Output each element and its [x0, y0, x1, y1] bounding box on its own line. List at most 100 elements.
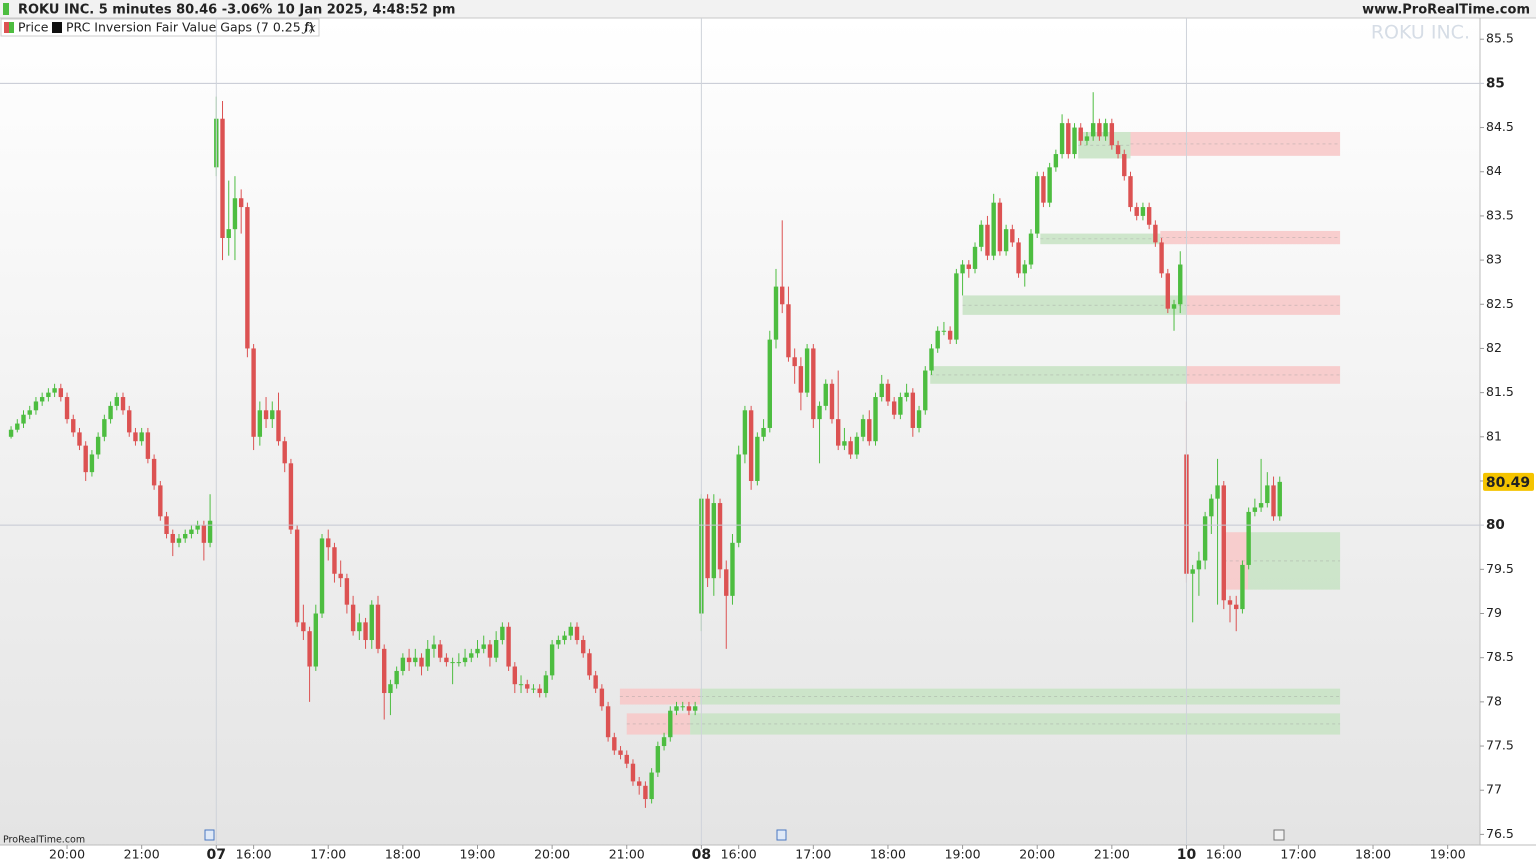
footer-brand: ProRealTime.com	[3, 835, 85, 846]
y-tick-label: 76.5	[1486, 826, 1514, 841]
candle-body	[804, 348, 810, 393]
candle-body	[1277, 481, 1282, 517]
fx-icon[interactable]: ƒx	[301, 20, 316, 35]
candle-body	[176, 538, 182, 543]
fvg-zone	[1160, 230, 1341, 245]
candle-body	[711, 503, 717, 579]
candle-body	[469, 653, 474, 658]
note-icon[interactable]	[776, 829, 787, 841]
candle-body	[276, 410, 281, 442]
legend-swatch-indicator	[52, 22, 62, 33]
candle-body	[27, 410, 32, 415]
candle-body	[748, 410, 754, 481]
candle-body	[997, 202, 1003, 252]
y-tick-label: 84.5	[1486, 119, 1514, 134]
candle-body	[158, 485, 163, 517]
candle-body	[133, 432, 138, 442]
note-icon[interactable]	[204, 829, 215, 841]
candle-body	[444, 657, 449, 663]
x-tick-label: 18:00	[1355, 847, 1391, 862]
candle-body	[58, 388, 64, 398]
candle-body	[1209, 498, 1214, 517]
x-tick-label: 16:00	[721, 847, 757, 862]
candle-body	[1165, 273, 1171, 309]
x-tick-label: 19:00	[459, 847, 495, 862]
candle-body	[114, 397, 119, 406]
candle-body	[842, 441, 847, 446]
candle-body	[1258, 503, 1264, 508]
candle-body	[15, 423, 20, 430]
candle-body	[1140, 207, 1146, 216]
site-link[interactable]: www.ProRealTime.com	[1362, 3, 1530, 18]
candle-body	[139, 432, 144, 442]
candle-body	[605, 706, 611, 738]
candle-body	[512, 666, 518, 685]
candle-body	[301, 622, 306, 632]
candle-body	[574, 626, 580, 641]
candle-body	[730, 542, 735, 596]
x-tick-label: 07	[207, 847, 226, 863]
app-icon	[3, 3, 9, 15]
candle-body	[1153, 224, 1158, 243]
candle-body	[1122, 154, 1127, 177]
candle-body	[394, 670, 399, 685]
candle-body	[226, 229, 231, 239]
candle-body	[817, 405, 822, 420]
candle-body	[1128, 176, 1133, 208]
candle-body	[145, 432, 151, 459]
candle-body	[400, 657, 406, 671]
candle-body	[450, 662, 455, 664]
candle-body	[661, 737, 667, 747]
candle-body	[867, 419, 872, 442]
candle-body	[1078, 127, 1083, 141]
candle-body	[562, 635, 567, 641]
y-tick-label: 77.5	[1486, 738, 1514, 753]
candle-body	[46, 392, 51, 398]
candle-body	[1178, 264, 1183, 305]
x-tick-label: 18:00	[385, 847, 421, 862]
candle-body	[456, 662, 462, 664]
candle-body	[1265, 485, 1270, 504]
candle-body	[307, 631, 312, 667]
candle-body	[1252, 507, 1258, 512]
candle-body	[549, 644, 555, 676]
candle-body	[823, 383, 828, 406]
candle-body	[966, 264, 971, 269]
legend-price[interactable]: Price	[18, 20, 49, 35]
candle-body	[1041, 176, 1046, 203]
candle-body	[587, 653, 592, 676]
candle-body	[1072, 127, 1077, 155]
candle-body	[1221, 485, 1226, 601]
candle-body	[251, 348, 256, 437]
info-icon[interactable]	[1273, 829, 1285, 841]
candle-body	[127, 410, 132, 433]
x-tick-label: 19:00	[1430, 847, 1466, 862]
candle-body	[624, 754, 629, 764]
candle-body	[257, 410, 263, 437]
candle-body	[89, 454, 95, 473]
candle-body	[1022, 264, 1027, 274]
candle-body	[835, 419, 841, 446]
candle-body	[357, 622, 362, 632]
candle-body	[1097, 123, 1102, 137]
candle-body	[904, 392, 909, 398]
candle-body	[829, 383, 835, 420]
y-tick-label: 78	[1486, 693, 1502, 708]
fvg-zone	[962, 295, 1187, 315]
candle-body	[493, 640, 499, 658]
legend-indicator[interactable]: PRC Inversion Fair Value Gaps (7 0.25 f)	[66, 20, 314, 35]
fvg-zone	[1186, 366, 1341, 384]
y-tick-label: 77	[1486, 782, 1502, 797]
candle-body	[263, 410, 269, 420]
candle-body	[780, 286, 785, 305]
candle-body	[556, 640, 561, 645]
candle-body	[338, 573, 343, 579]
candle-body	[332, 547, 337, 574]
y-tick-label: 83.5	[1486, 207, 1514, 222]
candle-body	[643, 785, 648, 800]
candle-body	[1171, 304, 1177, 309]
x-tick-label: 08	[692, 847, 711, 863]
candle-body	[811, 348, 816, 420]
candle-body	[923, 370, 928, 411]
candle-body	[898, 397, 903, 415]
